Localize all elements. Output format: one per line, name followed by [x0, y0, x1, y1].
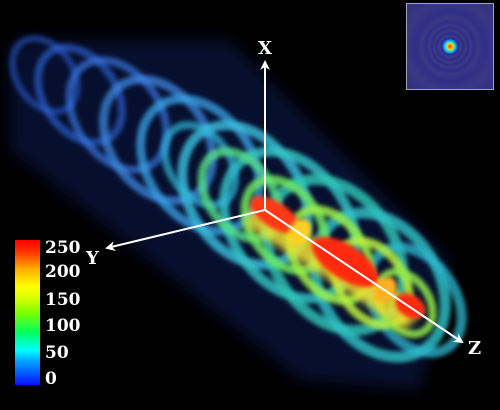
- z-axis-line: [264, 209, 464, 344]
- colorbar-tick-label: 50: [45, 343, 69, 363]
- cross-section-inset: [406, 3, 494, 90]
- y-axis-line: [105, 209, 266, 251]
- colorbar-tick-label: 100: [45, 316, 81, 336]
- colorbar: [15, 240, 40, 385]
- y-axis-label: Y: [86, 248, 99, 269]
- colorbar-tick-label: 0: [45, 369, 57, 389]
- coordinate-axes: [105, 60, 464, 344]
- colorbar-tick-label: 200: [45, 262, 81, 282]
- colorbar-tick-label: 250: [45, 238, 81, 258]
- colorbar-tick-label: 150: [45, 290, 81, 310]
- z-axis-label: Z: [468, 338, 482, 359]
- x-axis-label: X: [258, 38, 272, 59]
